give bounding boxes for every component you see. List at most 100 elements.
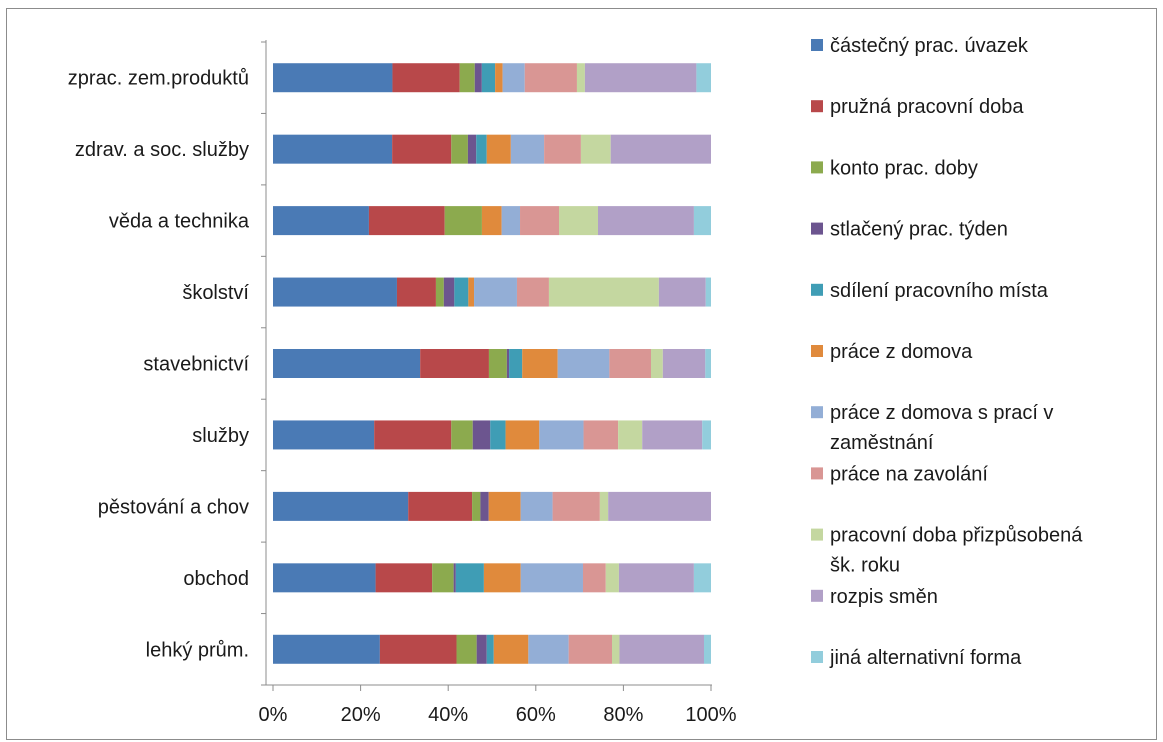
- bar-segment: [488, 349, 507, 378]
- bar-segment: [703, 634, 711, 664]
- bar-segment: [472, 420, 491, 450]
- legend-swatch: [811, 345, 823, 357]
- value-tick-label: 20%: [341, 704, 381, 726]
- legend-label: stlačený prac. týden: [830, 219, 1008, 241]
- bar-segment: [474, 277, 517, 307]
- legend-label: práce na zavolání: [830, 463, 988, 485]
- legend-label: pracovní doba přizpůsobená šk. roku: [830, 525, 1083, 577]
- category-label: služby: [192, 425, 249, 447]
- bar-segment: [693, 563, 711, 593]
- bar-segment: [599, 491, 609, 521]
- legend: částečný prac. úvazek pružná pracovní dob…: [811, 35, 1083, 669]
- bar-segment: [524, 63, 577, 93]
- bar-segment: [693, 206, 711, 236]
- bar-segment: [408, 491, 473, 521]
- value-tick-label: 100%: [685, 704, 736, 726]
- bar-segment: [705, 349, 711, 378]
- category-label: školství: [182, 282, 249, 304]
- bar-segment: [273, 634, 380, 664]
- bars-layer: [273, 63, 711, 664]
- bar-segment: [522, 349, 558, 378]
- bar-segment: [559, 206, 598, 236]
- bar-segment: [476, 134, 487, 164]
- bar-segment: [619, 634, 704, 664]
- bar-segment: [618, 563, 694, 593]
- bar-segment: [548, 277, 659, 307]
- bar-segment: [702, 420, 711, 450]
- category-label: zdrav. a soc. služby: [75, 139, 249, 161]
- bar-segment: [379, 634, 457, 664]
- bar-segment: [396, 277, 436, 307]
- bar-segment: [451, 420, 473, 450]
- legend-swatch: [811, 283, 823, 296]
- category-label: lehký prům.: [146, 639, 249, 661]
- legend-swatch: [811, 39, 823, 51]
- bar-segment: [520, 563, 583, 593]
- bar-segment: [486, 634, 494, 664]
- bar-segment: [468, 277, 475, 307]
- bar-segment: [456, 634, 477, 664]
- bar-segment: [459, 63, 475, 93]
- bar-segment: [580, 134, 611, 164]
- legend-label: pružná pracovní doba: [830, 96, 1024, 118]
- value-tick-label: 60%: [516, 704, 556, 726]
- value-tick-label: 80%: [603, 704, 643, 726]
- bar-segment: [705, 277, 711, 307]
- bar-segment: [374, 420, 452, 450]
- bar-segment: [516, 277, 549, 307]
- bar-segment: [273, 206, 369, 236]
- bar-segment: [510, 134, 545, 164]
- bar-segment: [453, 563, 456, 593]
- bar-segment: [642, 420, 703, 450]
- legend-label: sdílení pracovního místa: [830, 280, 1049, 302]
- category-label: obchod: [183, 568, 249, 590]
- legend-label: rozpis směn: [830, 586, 938, 608]
- bar-segment: [480, 491, 489, 521]
- category-label: pěstování a chov: [98, 496, 249, 518]
- bar-segment: [582, 563, 606, 593]
- bar-segment: [273, 349, 421, 378]
- bar-segment: [539, 420, 584, 450]
- legend-swatch: [811, 589, 823, 602]
- bar-segment: [454, 277, 469, 307]
- bar-segment: [490, 420, 506, 450]
- bar-segment: [483, 563, 521, 593]
- legend-swatch: [811, 406, 823, 419]
- bar-segment: [583, 420, 619, 450]
- bar-segment: [605, 563, 619, 593]
- bar-segment: [375, 563, 433, 593]
- bar-segment: [273, 277, 397, 307]
- bar-segment: [520, 206, 560, 236]
- legend-swatch: [811, 528, 823, 541]
- bar-segment: [658, 277, 706, 307]
- bar-segment: [495, 63, 503, 93]
- bar-segment: [273, 134, 393, 164]
- bar-segment: [557, 349, 610, 378]
- legend-swatch: [811, 222, 823, 235]
- bar-segment: [576, 63, 585, 93]
- axis-layer: zprac. zem.produktů zdrav. a soc. služby v…: [68, 40, 737, 726]
- category-label: věda a technika: [109, 211, 250, 233]
- bar-segment: [435, 277, 444, 307]
- value-tick-label: 40%: [428, 704, 468, 726]
- bar-segment: [467, 134, 477, 164]
- bar-segment: [509, 349, 523, 378]
- bar-segment: [472, 491, 481, 521]
- category-label: stavebnictví: [143, 354, 249, 376]
- bar-segment: [552, 491, 600, 521]
- bar-segment: [455, 563, 484, 593]
- bar-segment: [444, 206, 482, 236]
- bar-segment: [598, 206, 694, 236]
- bar-segment: [420, 349, 489, 378]
- legend-label: jiná alternativní forma: [829, 647, 1022, 669]
- legend-swatch: [811, 100, 823, 113]
- legend-label: práce z domova s prací v zaměstnání: [830, 402, 1053, 454]
- bar-segment: [502, 63, 525, 93]
- bar-segment: [474, 63, 482, 93]
- value-tick-label: 0%: [259, 704, 288, 726]
- bar-segment: [608, 491, 711, 521]
- bar-segment: [481, 206, 502, 236]
- bar-segment: [273, 420, 375, 450]
- bar-segment: [505, 420, 540, 450]
- legend-swatch: [811, 651, 823, 663]
